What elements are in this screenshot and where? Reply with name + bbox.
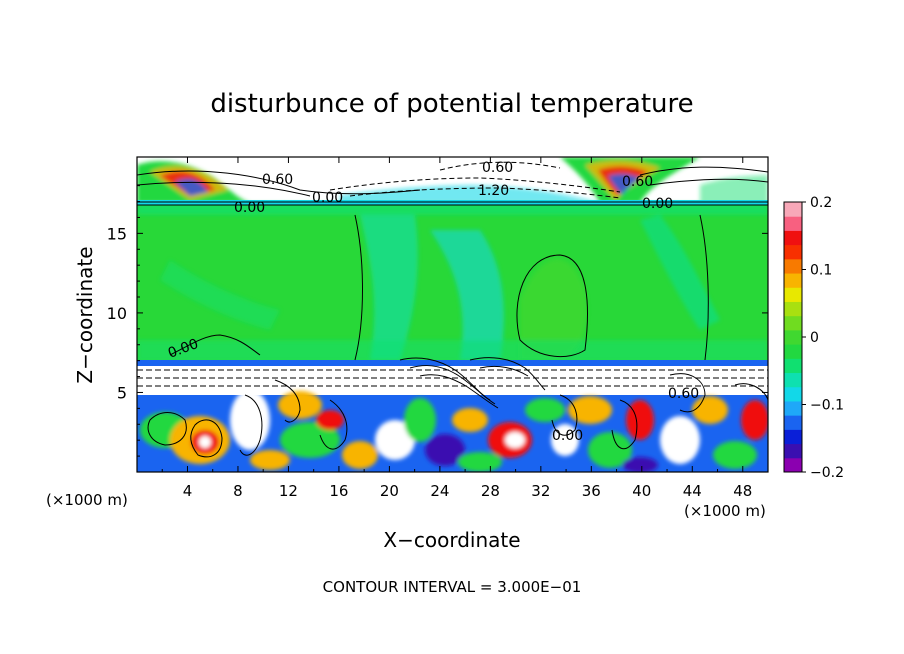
contour-interval-note: CONTOUR INTERVAL = 3.000E−01	[323, 578, 582, 596]
colorbar-swatch	[784, 358, 802, 374]
contour-lines	[137, 161, 768, 458]
colorbar-swatch	[784, 244, 802, 260]
colorbar-swatch	[784, 301, 802, 317]
x-tick-label: 16	[329, 482, 348, 500]
colorbar-swatch	[784, 202, 802, 217]
y-axis-ticks: 5 10 15	[107, 185, 768, 457]
contour-label: 0.00	[552, 428, 583, 444]
y-tick-label: 10	[107, 304, 127, 323]
x-tick-label: 20	[380, 482, 399, 500]
lower-boundary	[137, 360, 768, 366]
colorbar-swatch	[784, 329, 802, 345]
y-tick-label: 5	[117, 383, 127, 402]
colorbar-tick-label: −0.2	[810, 465, 844, 481]
colorbar-swatch	[784, 457, 802, 473]
plot-area: 0.60 0.60 0.00 0.00 0.60 1.20 0.00 0.60 …	[137, 157, 768, 472]
colorbar-swatch	[784, 258, 802, 274]
colorbar-tick-label: 0	[810, 330, 819, 346]
x-tick-label: 8	[233, 482, 243, 500]
x-tick-label: 24	[430, 482, 449, 500]
contour-label: 0.00	[234, 200, 265, 216]
boundary-layer-shading	[140, 390, 768, 472]
colorbar-tick-label: 0.2	[810, 195, 832, 211]
colorbar-swatch	[784, 216, 802, 231]
colorbar-swatch	[784, 386, 802, 402]
x-tick-label: 40	[632, 482, 651, 500]
colorbar-swatch	[784, 273, 802, 288]
contour-label: 0.00	[312, 190, 343, 206]
contour-label: 1.20	[478, 183, 509, 199]
x-axis-unit-left: (×1000 m)	[46, 491, 128, 509]
colorbar-swatch	[784, 372, 802, 388]
troposphere-shading	[137, 203, 768, 362]
contour-label: 0.60	[668, 386, 699, 402]
x-tick-label: 28	[481, 482, 500, 500]
x-tick-label: 36	[582, 482, 601, 500]
colorbar	[784, 202, 802, 473]
chart-title: disturbunce of potential temperature	[210, 89, 693, 119]
y-tick-label: 15	[107, 224, 127, 243]
plot-frame	[136, 156, 769, 473]
contour-label: 0.00	[642, 196, 673, 212]
colorbar-swatch	[784, 429, 802, 445]
x-axis-unit-right: (×1000 m)	[684, 502, 766, 520]
colorbar-tick-label: 0.1	[810, 263, 832, 279]
colorbar-swatch	[784, 344, 802, 359]
colorbar-swatch	[784, 415, 802, 430]
contour-label: 0.60	[262, 172, 293, 188]
x-tick-label: 44	[683, 482, 702, 500]
contour-label: 0.60	[482, 160, 513, 176]
colorbar-swatch	[784, 315, 802, 331]
x-axis-label: X−coordinate	[383, 528, 520, 552]
colorbar-swatch	[784, 230, 802, 246]
x-axis-ticks: 4 8 12 16 20 24 28 32 36 40 44 48	[161, 157, 752, 500]
colorbar-ticks: 0.2 0.1 0 −0.1 −0.2	[802, 195, 844, 481]
colorbar-swatch	[784, 400, 802, 416]
x-tick-label: 48	[733, 482, 752, 500]
x-tick-label: 12	[279, 482, 298, 500]
stratosphere-shading	[137, 157, 768, 203]
contour-label: 0.60	[622, 174, 653, 190]
colorbar-swatch	[784, 287, 802, 302]
colorbar-tick-label: −0.1	[810, 398, 844, 414]
x-tick-label: 4	[183, 482, 193, 500]
x-tick-label: 32	[531, 482, 550, 500]
y-axis-label: Z−coordinate	[73, 246, 97, 383]
colorbar-swatch	[784, 443, 802, 459]
